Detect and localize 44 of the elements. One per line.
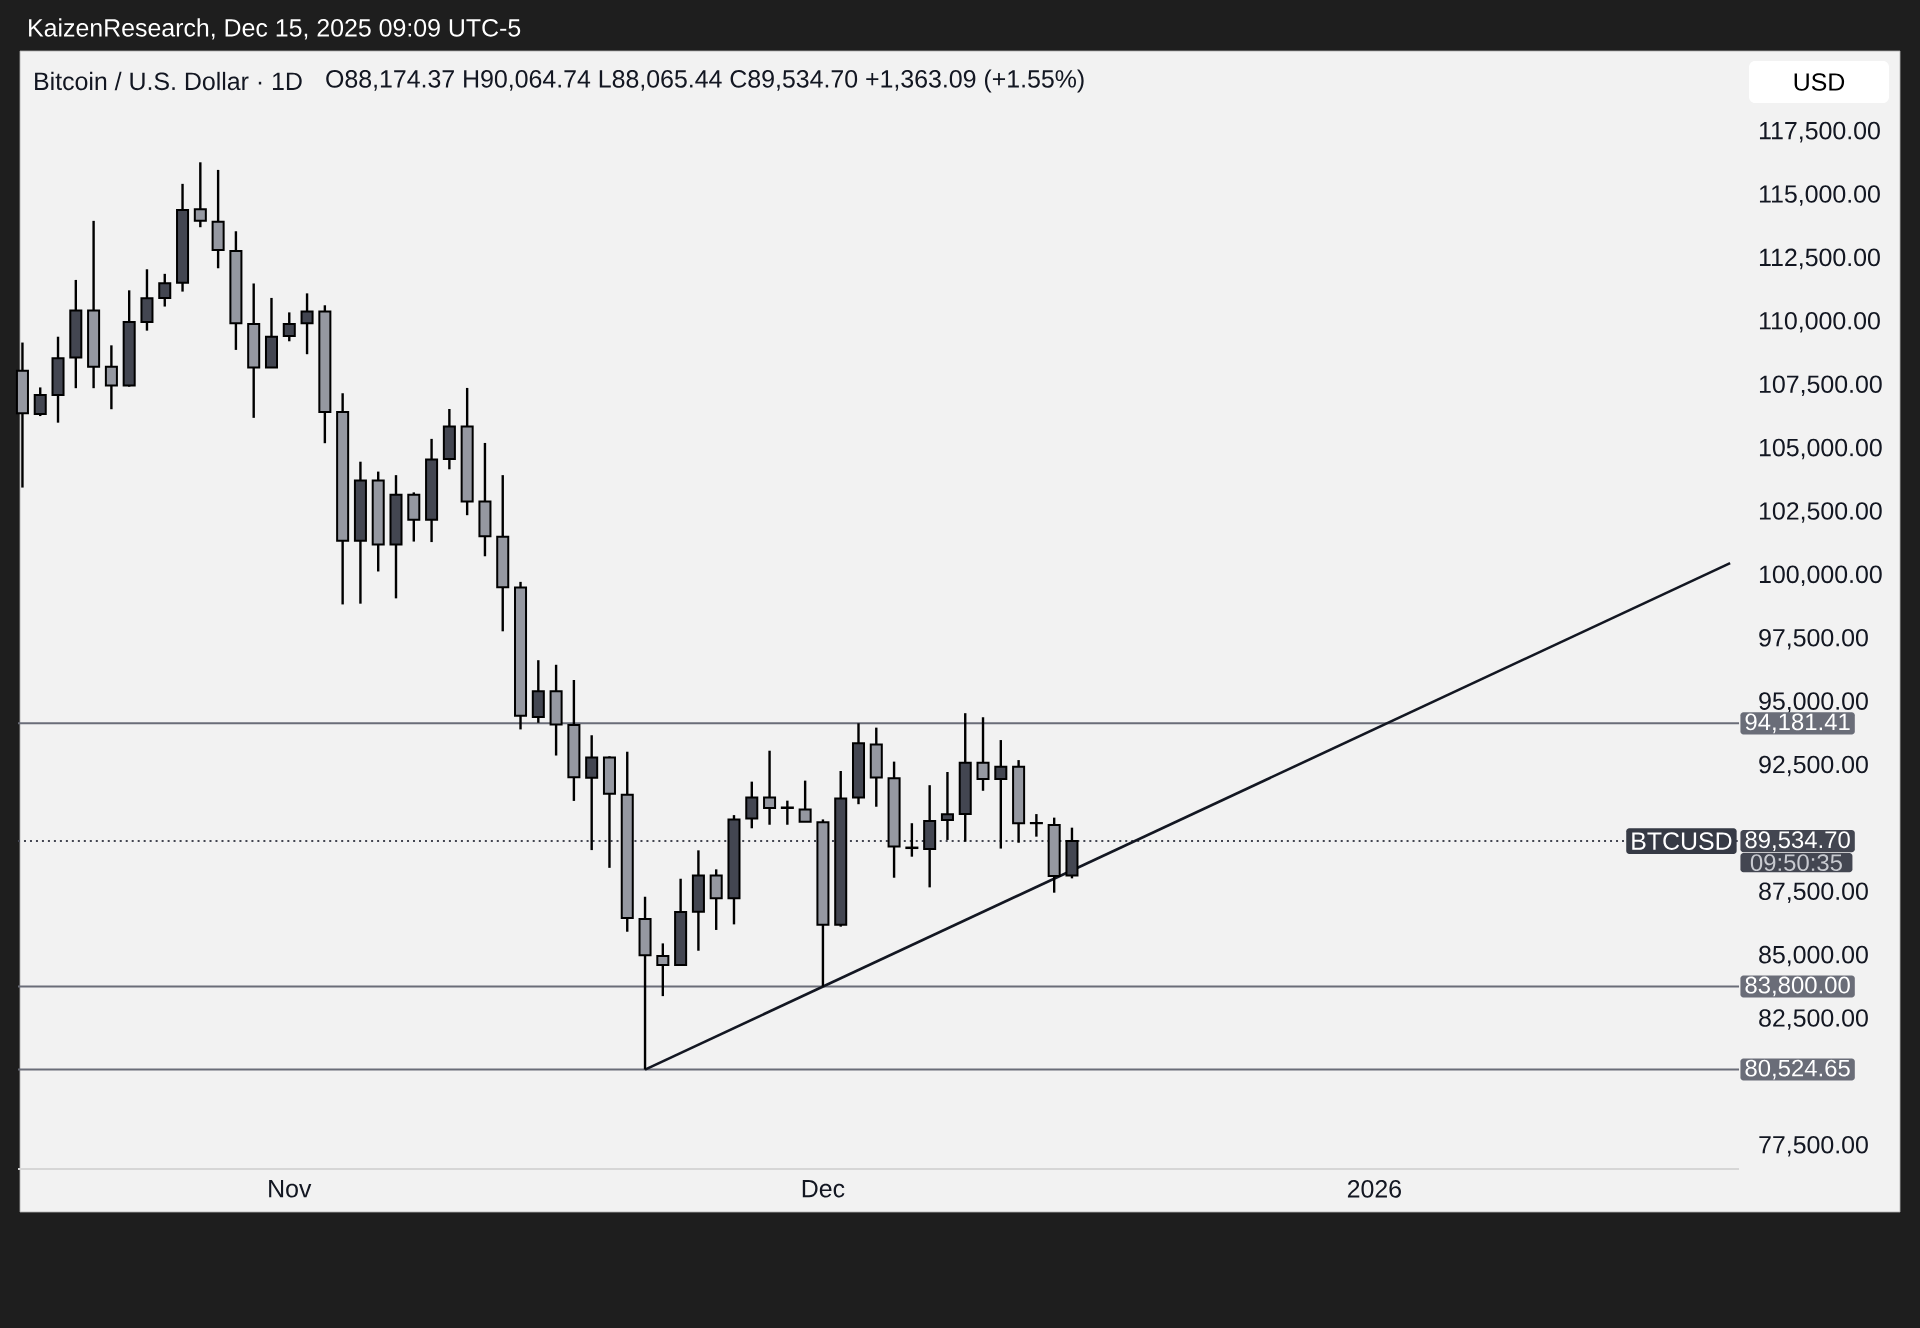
candlestick — [282, 311, 296, 343]
candlestick — [33, 386, 47, 418]
y-tick-label: 115,000.00 — [1759, 185, 1880, 206]
y-tick-label: 102,500.00 — [1759, 502, 1882, 523]
y-tick-label: 105,000.00 — [1759, 438, 1882, 460]
text: O88,174.37 H90,064.74 L88,065.44 C89,534.70 +1,363.09 (+1.55%) — [326, 69, 1084, 93]
annotation: BTCUSD — [1632, 832, 1732, 850]
candlestick — [709, 868, 723, 932]
y-tick-label: 100,000.00 — [1759, 565, 1882, 587]
y-tick-label: 95,000.00 — [1759, 692, 1868, 713]
y-tick-label: 77,500.00 — [1759, 1135, 1868, 1157]
candlestick — [300, 292, 314, 356]
y-tick-label: 107,500.00 — [1759, 375, 1882, 396]
candlestick — [780, 799, 794, 826]
candlestick — [193, 161, 207, 229]
ref-line-label: 89,534.70 — [1745, 831, 1850, 851]
text: 09:50:35 — [1750, 854, 1842, 872]
y-tick-label: 117,500.00 — [1759, 121, 1880, 143]
text: KaizenResearch, Dec 15, 2025 09:09 UTC-5 — [29, 18, 521, 40]
text: USD — [1794, 73, 1845, 91]
candlestick — [656, 942, 670, 998]
y-tick-label: 92,500.00 — [1759, 755, 1868, 777]
y-tick-label: 97,500.00 — [1759, 628, 1868, 650]
y-tick-label: 85,000.00 — [1759, 945, 1868, 967]
candlestick — [798, 779, 812, 823]
y-tick-label: 112,500.00 — [1759, 248, 1880, 270]
ref-line-label: 83,800.00 — [1745, 976, 1850, 997]
candlestick — [976, 716, 990, 792]
text: Bitcoin / U.S. Dollar · 1D — [35, 71, 302, 91]
candlestick — [158, 272, 172, 308]
x-tick-label: Nov — [269, 1180, 312, 1198]
y-tick-label: 82,500.00 — [1759, 1009, 1868, 1030]
y-tick-label: 110,000.00 — [1759, 311, 1880, 333]
y-tick-label: 87,500.00 — [1759, 882, 1868, 903]
x-tick-label: 2026 — [1347, 1180, 1401, 1198]
candlestick — [140, 268, 154, 332]
x-tick-label: Dec — [802, 1180, 845, 1198]
candlestick — [745, 780, 759, 830]
ref-line-label: 94,181.41 — [1745, 713, 1850, 734]
candlestick — [763, 749, 777, 826]
candlestick — [994, 738, 1008, 850]
candlestick — [1029, 812, 1043, 838]
candlestick — [104, 344, 118, 411]
ref-line-label: 80,524.65 — [1745, 1059, 1850, 1080]
